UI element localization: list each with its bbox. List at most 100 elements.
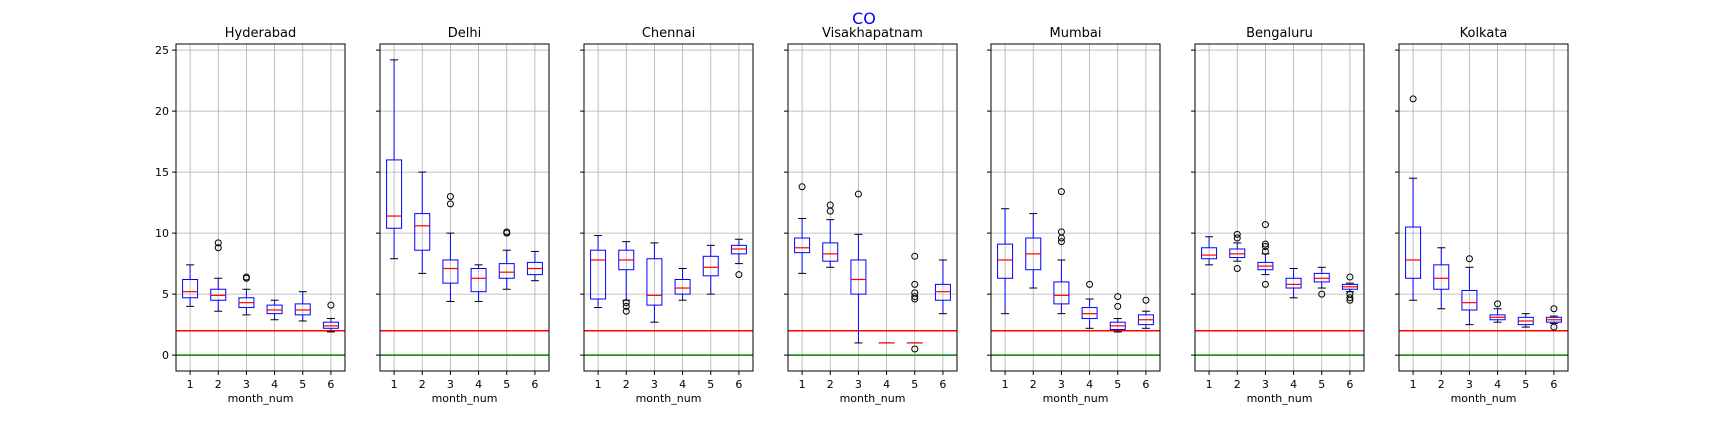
box-month-1 <box>1405 95 1422 301</box>
x-tick-label: 6 <box>1550 378 1557 391</box>
box-month-4 <box>470 264 487 302</box>
x-tick-label: 4 <box>1290 378 1297 391</box>
box-month-3 <box>1053 188 1070 315</box>
iqr-box <box>1053 281 1070 305</box>
panel-title: Visakhapatnam <box>822 26 923 41</box>
box-month-2 <box>1433 247 1450 310</box>
y-tick-label: 10 <box>155 227 169 240</box>
outlier-point <box>1057 188 1065 196</box>
outlier-point <box>1346 294 1354 302</box>
outlier-point <box>1233 265 1241 273</box>
iqr-box <box>1081 307 1098 320</box>
x-tick-label: 5 <box>707 378 714 391</box>
axes-frame <box>583 43 754 372</box>
y-tick-label: 5 <box>162 288 169 301</box>
y-tick-label: 25 <box>155 44 169 57</box>
outlier-point <box>1114 302 1122 310</box>
x-tick-label: 2 <box>827 378 834 391</box>
x-tick-label: 3 <box>243 378 250 391</box>
outlier-point <box>1057 238 1065 246</box>
outlier-point <box>1261 247 1269 255</box>
box-month-5 <box>1313 266 1330 298</box>
outlier-point <box>1346 290 1354 298</box>
y-tick-label: 20 <box>155 105 169 118</box>
outlier-point <box>622 307 630 315</box>
outlier-point <box>911 345 919 353</box>
x-tick-label: 6 <box>1346 378 1353 391</box>
outlier-point <box>214 244 222 252</box>
outlier-point <box>242 273 250 281</box>
panel-4: 1 2 3 4 5 6 month_num Mumbai <box>987 26 1161 405</box>
iqr-box <box>674 278 691 295</box>
x-tick-label: 6 <box>327 378 334 391</box>
outlier-point <box>1114 293 1122 301</box>
outlier-point <box>622 299 630 307</box>
box-month-2 <box>1229 230 1246 273</box>
box-month-6 <box>1341 273 1358 304</box>
iqr-box <box>470 268 487 293</box>
outlier-point <box>1494 300 1502 308</box>
axes-frame <box>1398 43 1569 372</box>
box-month-5 <box>702 244 719 295</box>
x-tick-label: 1 <box>799 378 806 391</box>
panel-title: Delhi <box>448 26 481 41</box>
x-tick-label: 2 <box>215 378 222 391</box>
box-month-1 <box>182 264 199 307</box>
x-axis-label: month_num <box>1043 392 1109 405</box>
box-month-3 <box>1461 255 1478 326</box>
box-month-6 <box>730 238 747 279</box>
panel-title: Hyderabad <box>225 26 297 41</box>
outlier-point <box>798 183 806 191</box>
panel-title: Chennai <box>642 26 695 41</box>
x-tick-label: 6 <box>531 378 538 391</box>
axes-frame <box>1194 43 1365 372</box>
box-month-5 <box>906 252 923 353</box>
iqr-box <box>210 288 227 301</box>
outlier-point <box>1261 221 1269 229</box>
x-tick-label: 1 <box>187 378 194 391</box>
box-month-5 <box>1517 313 1534 328</box>
x-axis-label: month_num <box>1451 392 1517 405</box>
x-tick-label: 6 <box>1142 378 1149 391</box>
x-tick-label: 6 <box>735 378 742 391</box>
outlier-point <box>622 302 630 310</box>
outlier-point <box>1233 230 1241 238</box>
box-month-3 <box>238 273 255 316</box>
figure-suptitle: CO <box>852 9 876 28</box>
box-month-3 <box>442 193 459 302</box>
outlier-point <box>1261 240 1269 248</box>
outlier-point <box>503 228 511 236</box>
iqr-box <box>1313 272 1330 283</box>
x-tick-label: 3 <box>651 378 658 391</box>
x-tick-label: 3 <box>855 378 862 391</box>
panel-0: 0 5 10 15 20 25 1 2 3 4 5 6 month_num Hyderabad <box>155 26 346 405</box>
iqr-box <box>822 242 839 262</box>
y-tick-label: 0 <box>162 349 169 362</box>
box-month-6 <box>526 250 543 282</box>
outlier-point <box>1550 323 1558 331</box>
outlier-point <box>1086 280 1094 288</box>
outlier-point <box>911 289 919 297</box>
outlier-point <box>1465 255 1473 263</box>
panel-5: 1 2 3 4 5 6 month_num Bengaluru <box>1191 26 1365 405</box>
iqr-box <box>1201 247 1218 260</box>
x-tick-label: 2 <box>419 378 426 391</box>
y-tick-label: 15 <box>155 166 169 179</box>
x-tick-label: 2 <box>1234 378 1241 391</box>
box-month-4 <box>1489 300 1506 323</box>
x-tick-label: 6 <box>939 378 946 391</box>
x-tick-label: 3 <box>447 378 454 391</box>
box-month-4 <box>1081 280 1098 329</box>
iqr-box <box>794 237 811 254</box>
outlier-point <box>1550 305 1558 313</box>
x-tick-label: 3 <box>1058 378 1065 391</box>
axes-frame <box>379 43 550 372</box>
x-tick-label: 1 <box>391 378 398 391</box>
iqr-box <box>1461 289 1478 311</box>
box-month-6 <box>1137 296 1154 329</box>
outlier-point <box>446 193 454 201</box>
outlier-point <box>1409 95 1417 103</box>
iqr-box <box>386 159 403 229</box>
x-tick-label: 4 <box>1086 378 1093 391</box>
